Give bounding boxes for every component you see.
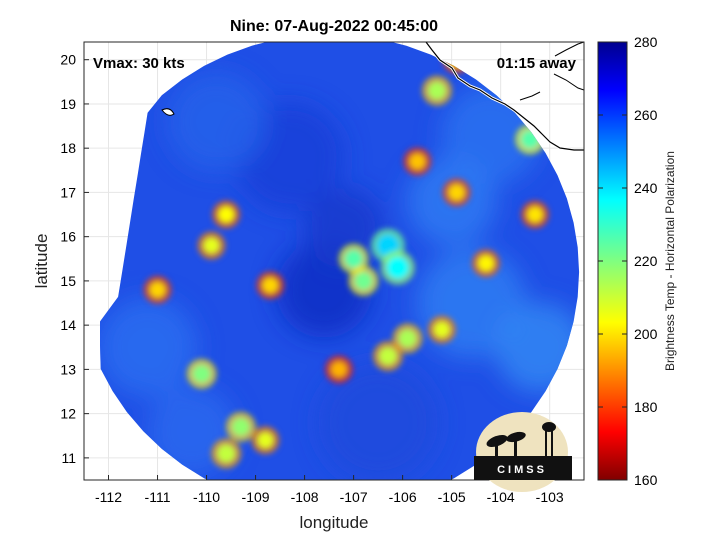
colorbar-tick-label: 220 bbox=[634, 253, 658, 269]
feature-cell bbox=[149, 281, 166, 298]
chart-title: Nine: 07-Aug-2022 00:45:00 bbox=[230, 18, 438, 35]
colorbar-ticks: 160 180 200 220 240 260 280 bbox=[598, 34, 658, 488]
colorbar-label: Brightness Temp - Horizontal Polarizatio… bbox=[663, 151, 677, 371]
island-outline bbox=[161, 108, 175, 116]
colorbar-tick-label: 180 bbox=[634, 399, 658, 415]
feature-cell bbox=[433, 321, 450, 338]
colorbar-tick-label: 200 bbox=[634, 326, 658, 342]
feature-cell bbox=[526, 206, 543, 223]
feature-cell bbox=[262, 277, 279, 294]
y-tick-label: 15 bbox=[60, 273, 76, 289]
texture-blob bbox=[318, 362, 439, 480]
feature-cell bbox=[378, 347, 397, 366]
axes-frame bbox=[83, 41, 585, 481]
y-tick-label: 19 bbox=[60, 96, 76, 112]
feature-cell bbox=[354, 271, 373, 290]
cimss-logo-text: CIMSS bbox=[497, 464, 547, 476]
x-tick-label: -110 bbox=[193, 489, 220, 505]
x-tick-label: -106 bbox=[389, 489, 417, 505]
x-tick-label: -107 bbox=[340, 489, 368, 505]
y-tick-label: 20 bbox=[60, 52, 76, 68]
x-tick-label: -109 bbox=[242, 489, 270, 505]
y-axis-label: latitude bbox=[32, 234, 51, 289]
y-tick-label: 17 bbox=[60, 184, 76, 200]
x-tick-label: -112 bbox=[95, 489, 122, 505]
feature-cell bbox=[376, 234, 399, 257]
y-tick-label: 18 bbox=[60, 140, 76, 156]
colorbar-tick-label: 260 bbox=[634, 107, 658, 123]
feature-cell bbox=[448, 184, 465, 201]
colorbar-tick-label: 280 bbox=[634, 34, 658, 50]
x-axis-label: longitude bbox=[299, 513, 368, 532]
y-tick-label: 16 bbox=[60, 229, 76, 245]
texture-blob bbox=[100, 297, 198, 398]
feature-cell bbox=[192, 364, 211, 383]
feature-cell bbox=[427, 81, 446, 100]
axis-ticks: -112 -111 -110 -109 -108 -107 -106 -105 -104 -103… bbox=[60, 52, 563, 505]
colorbar-tick-label: 160 bbox=[634, 472, 658, 488]
feature-cell bbox=[477, 255, 494, 272]
x-tick-label: -104 bbox=[487, 489, 515, 505]
coastline bbox=[425, 42, 584, 151]
feature-cell bbox=[257, 432, 274, 449]
x-tick-label: -111 bbox=[145, 489, 171, 505]
feature-cell bbox=[409, 153, 426, 170]
feature-cell bbox=[398, 329, 417, 348]
feature-cell bbox=[330, 361, 347, 378]
feature-cell bbox=[217, 444, 236, 463]
feature-cell bbox=[203, 237, 220, 254]
x-tick-label: -103 bbox=[536, 489, 564, 505]
vmax-annotation: Vmax: 30 kts bbox=[93, 55, 185, 72]
colorbar-tick-label: 240 bbox=[634, 180, 658, 196]
feature-cell bbox=[231, 417, 250, 436]
y-tick-label: 11 bbox=[61, 450, 76, 466]
y-tick-label: 13 bbox=[60, 361, 76, 377]
cimss-logo: CIMSS bbox=[474, 412, 572, 492]
y-tick-label: 14 bbox=[60, 317, 76, 333]
feature-cell bbox=[386, 256, 409, 279]
x-tick-label: -108 bbox=[291, 489, 319, 505]
coastline-inland bbox=[519, 42, 584, 101]
y-tick-label: 12 bbox=[60, 406, 76, 422]
x-tick-label: -105 bbox=[438, 489, 466, 505]
time-away-annotation: 01:15 away bbox=[497, 55, 577, 72]
feature-cell bbox=[344, 249, 363, 268]
texture-blob bbox=[166, 71, 267, 172]
feature-cell bbox=[218, 206, 235, 223]
